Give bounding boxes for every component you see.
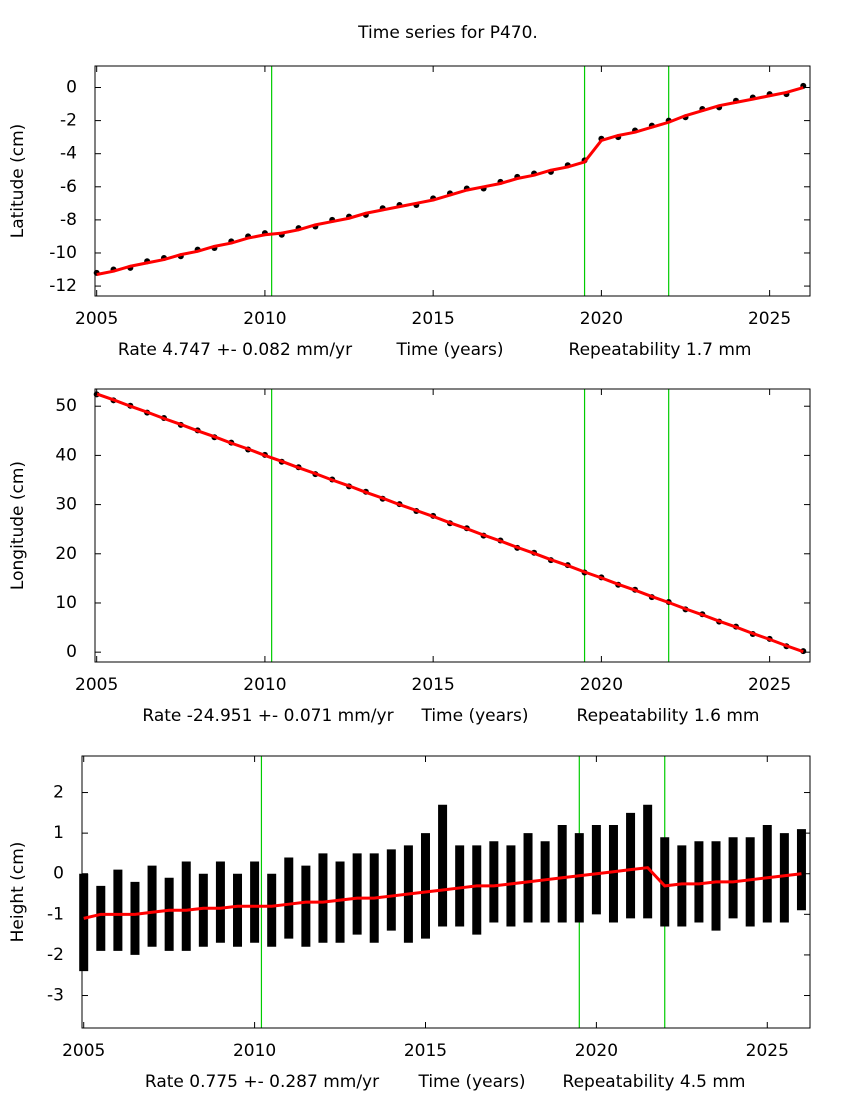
x-tick-label: 2015	[412, 309, 455, 329]
data-point	[473, 886, 480, 893]
y-tick-label: -3	[47, 986, 64, 1006]
figure-title: Time series for P470.	[357, 23, 538, 43]
rate-label: Rate -24.951 +- 0.071 mm/yr	[142, 706, 393, 726]
x-tick-label: 2020	[580, 675, 623, 695]
data-point	[730, 874, 737, 881]
y-tick-label: 40	[55, 445, 77, 465]
y-tick-label: 20	[55, 544, 77, 564]
y-tick-label: 50	[55, 396, 77, 416]
repeatability-label: Repeatability 1.6 mm	[577, 706, 760, 726]
model-line	[96, 392, 804, 654]
model-line	[83, 866, 802, 920]
x-tick-label: 2015	[412, 675, 455, 695]
data-point	[251, 899, 258, 906]
data-point	[439, 862, 446, 869]
data-point	[114, 907, 121, 914]
x-tick-label: 2020	[580, 309, 623, 329]
x-tick-label: 2015	[404, 1041, 447, 1061]
data-point	[764, 870, 771, 877]
x-tick-label: 2010	[243, 309, 286, 329]
repeatability-label: Repeatability 1.7 mm	[569, 340, 752, 360]
data-point	[525, 874, 532, 881]
plot-frame	[94, 65, 811, 297]
y-tick-label: -10	[49, 243, 77, 263]
data-point	[131, 915, 138, 922]
rate-label: Rate 4.747 +- 0.082 mm/yr	[118, 340, 352, 360]
y-tick-label: -2	[60, 111, 77, 131]
data-point	[149, 903, 156, 910]
x-tick-label: 2005	[62, 1041, 105, 1061]
y-axis-label: Latitude (cm)	[8, 124, 28, 239]
data-point	[798, 866, 805, 873]
data-point	[593, 866, 600, 873]
repeatability-label: Repeatability 4.5 mm	[563, 1072, 746, 1092]
x-tick-label: 2005	[75, 309, 118, 329]
y-tick-label: -4	[60, 144, 77, 164]
y-tick-label: 0	[66, 78, 77, 98]
data-point	[97, 915, 104, 922]
y-tick-label: -8	[60, 210, 77, 230]
data-point	[166, 911, 173, 918]
x-tick-label: 2020	[575, 1041, 618, 1061]
x-tick-label: 2025	[748, 675, 791, 695]
y-tick-label: -1	[47, 904, 64, 924]
y-axis-label: Height (cm)	[8, 842, 28, 943]
data-point	[285, 895, 292, 902]
data-point	[644, 858, 651, 865]
y-axis-label: Longitude (cm)	[8, 461, 28, 590]
data-point	[268, 907, 275, 914]
y-tick-label: -12	[49, 276, 77, 296]
y-tick-label: 0	[53, 864, 64, 884]
x-tick-label: 2010	[243, 675, 286, 695]
data-point	[217, 899, 224, 906]
x-axis-label: Time (years)	[420, 706, 528, 726]
x-tick-label: 2010	[233, 1041, 276, 1061]
y-tick-label: 0	[66, 642, 77, 662]
y-tick-label: 1	[53, 823, 64, 843]
data-point	[559, 870, 566, 877]
data-point	[183, 903, 190, 910]
rate-label: Rate 0.775 +- 0.287 mm/yr	[145, 1072, 379, 1092]
x-axis-label: Time (years)	[395, 340, 503, 360]
data-point	[388, 886, 395, 893]
y-tick-label: -2	[47, 945, 64, 965]
data-point	[490, 878, 497, 885]
x-axis-label: Time (years)	[417, 1072, 525, 1092]
model-line	[96, 86, 804, 276]
x-tick-label: 2025	[748, 309, 791, 329]
data-point	[302, 903, 309, 910]
y-tick-label: 10	[55, 593, 77, 613]
data-point	[422, 882, 429, 889]
y-tick-label: 30	[55, 495, 77, 515]
x-tick-label: 2005	[75, 675, 118, 695]
y-tick-label: 2	[53, 783, 64, 803]
y-tick-label: -6	[60, 177, 77, 197]
data-point	[319, 895, 326, 902]
data-point	[234, 907, 241, 914]
data-point	[627, 862, 634, 869]
data-point	[713, 882, 720, 889]
x-tick-label: 2025	[746, 1041, 789, 1061]
plot-frame	[94, 388, 811, 663]
plot-frame	[81, 755, 811, 1029]
data-point	[354, 891, 361, 898]
